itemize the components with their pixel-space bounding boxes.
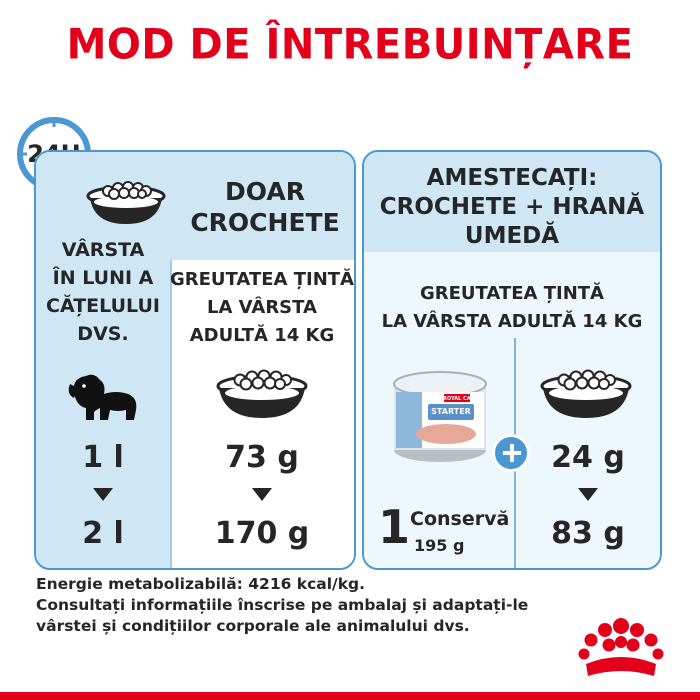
age-label-line1: VÂRSTA [61, 239, 145, 261]
can-weight: 195 g [414, 536, 465, 555]
panel-heading-line3: UMEDĂ [464, 223, 560, 249]
panel-heading-line1: DOAR [225, 177, 305, 206]
age-label-line4: DVS. [77, 323, 129, 345]
bottom-rule [0, 692, 700, 700]
panel-heading-line2: CROCHETE + HRANĂ [379, 194, 645, 220]
panel-heading-line1: AMESTECAȚI: [426, 165, 598, 191]
wet-food-can: ROYAL CANIN STARTER [388, 364, 492, 468]
plus-icon [492, 434, 530, 472]
target-label-line3: ADULTĂ 14 KG [189, 325, 335, 346]
bowl-icon [84, 178, 168, 230]
kibble-to-value: 83 g [551, 516, 625, 551]
kibble-from-value: 24 g [551, 440, 625, 475]
footer-notes: Energie metabolizabilă: 4216 kcal/kg. Co… [36, 574, 528, 637]
puppy-icon [64, 368, 144, 424]
mix-panel: AMESTECAȚI: CROCHETE + HRANĂ UMEDĂ GREUT… [362, 150, 662, 570]
target-label-line2: LA VÂRSTA [207, 297, 317, 318]
kibble-from-value: 73 g [225, 440, 299, 475]
arrow-down-icon [252, 488, 272, 501]
bowl-icon [214, 366, 310, 424]
panel-heading-line2: CROCHETE [190, 208, 340, 237]
target-label-line1: GREUTATEA ȚINTĂ [420, 283, 604, 304]
kibble-to-value: 170 g [214, 516, 310, 551]
age-from-value: 1 l [82, 440, 124, 475]
bowl-icon [538, 366, 634, 424]
can-brand: ROYAL CANIN [443, 396, 481, 402]
target-label-line1: GREUTATEA ȚINTĂ [170, 269, 354, 290]
advice-note-line2: vârstei și condițiilor corporale ale ani… [36, 617, 470, 635]
age-label-line3: CĂȚELULUI [46, 295, 160, 317]
kibble-only-panel: DOAR CROCHETE VÂRSTA ÎN LUNI A CĂȚELULUI… [34, 150, 356, 570]
arrow-down-icon [93, 488, 113, 501]
energy-note: Energie metabolizabilă: 4216 kcal/kg. [36, 575, 366, 593]
age-label-line2: ÎN LUNI A [52, 267, 154, 289]
age-to-value: 2 l [82, 516, 124, 551]
crown-logo-icon [576, 614, 666, 684]
can-name: STARTER [431, 407, 471, 416]
can-label: Conservă [410, 508, 510, 530]
target-label-line2: LA VÂRSTA ADULTĂ 14 KG [381, 311, 643, 332]
arrow-down-icon [578, 488, 598, 501]
page-title: MOD DE ÎNTREBUINȚARE [66, 20, 634, 70]
advice-note-line1: Consultați informațiile înscrise pe amba… [36, 596, 529, 614]
can-count: 1 [378, 500, 411, 554]
